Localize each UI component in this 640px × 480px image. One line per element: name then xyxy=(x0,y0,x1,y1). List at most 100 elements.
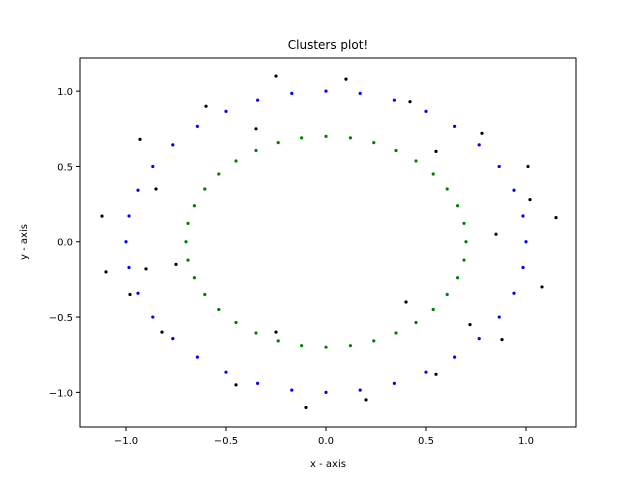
data-point-series-1 xyxy=(217,307,221,312)
data-point-series-1 xyxy=(192,204,196,208)
data-point-series-1 xyxy=(186,258,190,262)
data-point-series-2 xyxy=(434,372,438,376)
data-point-series-0 xyxy=(521,214,525,218)
data-point-series-1 xyxy=(184,240,188,244)
data-point-series-1 xyxy=(276,141,280,145)
y-tick-label: 0.5 xyxy=(57,162,73,173)
data-point-series-1 xyxy=(431,172,435,176)
data-point-series-0 xyxy=(124,240,128,244)
data-point-series-0 xyxy=(512,291,516,295)
data-point-series-2 xyxy=(468,322,472,327)
y-ticks: −1.0 −0.5 0.0 0.5 1.0 xyxy=(49,87,80,399)
data-point-series-0 xyxy=(127,265,131,270)
data-point-series-2 xyxy=(104,270,108,274)
data-point-series-1 xyxy=(445,187,449,191)
y-tick-label: 0.0 xyxy=(57,238,73,249)
data-point-series-2 xyxy=(304,405,308,410)
data-point-series-1 xyxy=(414,159,418,163)
points-layer xyxy=(100,74,558,410)
data-point-series-2 xyxy=(480,131,484,135)
data-point-series-1 xyxy=(394,148,398,153)
x-tick-label: −0.5 xyxy=(214,436,238,447)
data-point-series-0 xyxy=(497,315,501,319)
data-point-series-2 xyxy=(128,292,132,297)
data-point-series-2 xyxy=(174,262,178,266)
data-point-series-2 xyxy=(344,77,348,81)
data-point-series-1 xyxy=(254,148,258,153)
data-point-series-0 xyxy=(127,214,131,218)
data-point-series-2 xyxy=(500,338,504,342)
data-point-series-0 xyxy=(224,370,228,374)
data-point-series-2 xyxy=(408,100,412,104)
data-point-series-0 xyxy=(195,124,199,128)
data-point-series-1 xyxy=(254,331,258,335)
y-tick-label: −1.0 xyxy=(49,388,73,399)
data-point-series-0 xyxy=(290,91,294,95)
y-tick-label: −0.5 xyxy=(49,313,73,324)
data-point-series-2 xyxy=(138,137,142,141)
data-point-series-0 xyxy=(324,390,328,394)
data-point-series-0 xyxy=(224,109,228,113)
data-point-series-0 xyxy=(151,164,155,169)
data-point-series-2 xyxy=(204,104,208,108)
data-point-series-0 xyxy=(171,143,175,147)
data-point-series-0 xyxy=(453,355,457,359)
data-point-series-0 xyxy=(497,164,501,169)
data-point-series-0 xyxy=(290,388,294,392)
data-point-series-0 xyxy=(171,336,175,341)
y-axis-label: y - axis xyxy=(19,224,30,260)
x-ticks: −1.0 −0.5 0.0 0.5 1.0 xyxy=(114,427,534,447)
data-point-series-0 xyxy=(477,336,481,341)
data-point-series-1 xyxy=(445,292,449,297)
data-point-series-0 xyxy=(524,240,528,244)
data-point-series-0 xyxy=(136,188,140,192)
data-point-series-1 xyxy=(186,221,190,225)
data-point-series-1 xyxy=(203,187,207,191)
data-point-series-1 xyxy=(464,240,468,244)
data-point-series-0 xyxy=(392,98,396,102)
data-point-series-0 xyxy=(392,381,396,385)
data-point-series-0 xyxy=(195,355,199,359)
data-point-series-1 xyxy=(324,345,328,349)
data-point-series-1 xyxy=(414,320,418,325)
data-point-series-2 xyxy=(274,74,278,78)
data-point-series-1 xyxy=(431,307,435,312)
data-point-series-0 xyxy=(151,315,155,319)
y-tick-label: 1.0 xyxy=(57,87,73,98)
data-point-series-2 xyxy=(154,187,158,191)
x-axis-label: x - axis xyxy=(310,459,346,470)
data-point-series-1 xyxy=(324,134,328,138)
data-point-series-2 xyxy=(540,285,544,289)
data-point-series-1 xyxy=(456,276,460,280)
data-point-series-0 xyxy=(358,91,362,95)
data-point-series-1 xyxy=(276,339,280,343)
data-point-series-2 xyxy=(254,127,258,131)
data-point-series-2 xyxy=(364,398,368,402)
data-point-series-1 xyxy=(462,221,466,225)
data-point-series-2 xyxy=(234,383,238,387)
data-point-series-2 xyxy=(160,330,164,334)
data-point-series-2 xyxy=(526,164,530,169)
data-point-series-1 xyxy=(300,136,304,140)
data-point-series-0 xyxy=(324,89,328,93)
data-point-series-0 xyxy=(453,124,457,128)
data-point-series-1 xyxy=(348,136,352,140)
data-point-series-1 xyxy=(372,141,376,145)
x-tick-label: 0.5 xyxy=(418,436,434,447)
data-point-series-2 xyxy=(494,232,498,236)
chart-title: Clusters plot! xyxy=(288,38,368,52)
data-point-series-0 xyxy=(256,381,260,385)
data-point-series-1 xyxy=(203,292,207,297)
data-point-series-1 xyxy=(234,159,238,163)
data-point-series-1 xyxy=(394,331,398,335)
data-point-series-2 xyxy=(434,149,438,153)
data-point-series-2 xyxy=(554,216,558,220)
data-point-series-0 xyxy=(358,388,362,392)
data-point-series-1 xyxy=(456,204,460,208)
data-point-series-2 xyxy=(528,197,532,202)
data-point-series-1 xyxy=(192,276,196,280)
data-point-series-0 xyxy=(256,98,260,102)
data-point-series-0 xyxy=(136,291,140,295)
x-tick-label: −1.0 xyxy=(114,436,138,447)
